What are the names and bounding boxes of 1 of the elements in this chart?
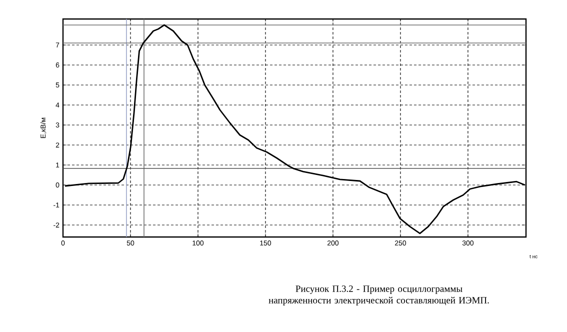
text: Рисунок П.3.2 - Пример осциллограммы напряженности электрической составляющей ИЭМП.: [268, 286, 489, 306]
